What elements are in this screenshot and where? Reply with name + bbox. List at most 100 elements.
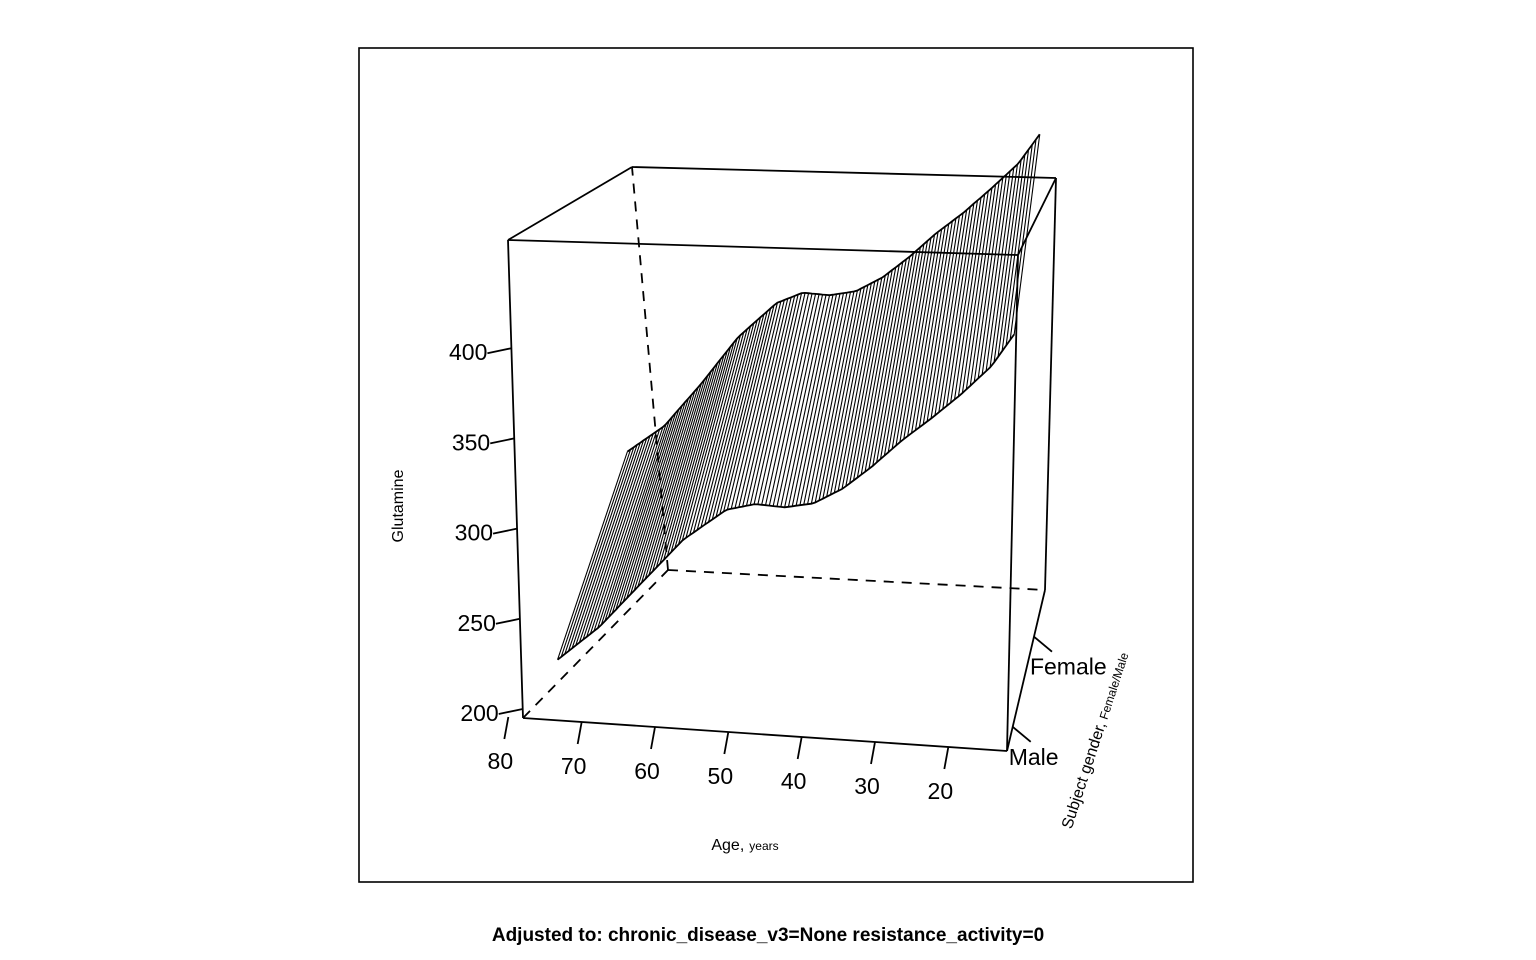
surface-hatch <box>845 275 886 487</box>
z-tick-label: 350 <box>452 429 490 455</box>
x-tick-label: 60 <box>634 758 660 784</box>
surface-hatch <box>837 279 879 492</box>
box-edge <box>631 166 1057 179</box>
surface-hatch <box>814 290 858 503</box>
surface-hatch <box>629 394 693 595</box>
surface-hatch <box>571 442 641 649</box>
surface-hatch <box>648 375 709 576</box>
surface-hatch <box>891 240 928 450</box>
z-tick <box>498 708 523 715</box>
y-tick <box>1012 726 1032 743</box>
z-axis: 200 250 300 350 400 <box>449 339 523 726</box>
surface-hatch <box>965 184 997 390</box>
plot-frame <box>358 47 1194 883</box>
x-tick-label: 20 <box>928 778 954 804</box>
surface-hatch <box>707 317 762 523</box>
surface-hatch <box>715 311 768 518</box>
surface-hatch <box>833 281 876 493</box>
surface-hatch <box>864 261 904 472</box>
surface-hatch <box>879 250 918 460</box>
surface-hatch <box>666 354 725 557</box>
series-line-male <box>557 333 1015 661</box>
surface-hatch <box>946 200 978 407</box>
x-tick-label: 70 <box>561 753 587 779</box>
surface-hatch <box>849 272 890 484</box>
surface-hatch <box>618 405 683 607</box>
surface-hatch <box>791 294 838 507</box>
z-axis-title: Glutamine <box>390 469 407 542</box>
surface-hatch <box>719 308 772 515</box>
surface-hatch <box>726 302 778 510</box>
surface-hatch <box>711 314 765 520</box>
y-axis: Male Female <box>1009 635 1107 770</box>
surface-hatch <box>749 294 799 506</box>
box-edge <box>522 717 1008 752</box>
x-tick <box>943 746 950 770</box>
surface-hatch <box>723 305 775 512</box>
surface-hatch <box>674 346 732 549</box>
surface-hatch <box>784 295 831 508</box>
surface-hatch <box>829 283 872 495</box>
surface-hatch <box>586 433 654 638</box>
surface-hatch <box>745 295 796 506</box>
surface-hatch <box>730 301 782 509</box>
surface-hatch <box>953 194 986 400</box>
z-tick <box>487 347 512 355</box>
surface-hatch <box>753 293 803 505</box>
surface-hatch <box>578 438 648 643</box>
surface-hatch <box>689 332 745 536</box>
y-tick-label: Female <box>1030 654 1107 680</box>
surface-hatch <box>637 387 699 587</box>
surface-hatch <box>764 293 813 506</box>
x-tick <box>796 736 803 760</box>
surface-hatch <box>822 286 865 499</box>
surface-hatch <box>934 209 968 416</box>
surface-hatch <box>926 215 961 422</box>
surface-hatch <box>557 451 628 660</box>
surface-hatch <box>930 212 964 419</box>
surface-hatch <box>907 229 943 437</box>
surface-hatch <box>611 412 677 614</box>
y-tick-label: Male <box>1009 744 1059 770</box>
surface-hatch <box>761 293 810 505</box>
surface-hatch <box>663 358 722 561</box>
surface-hatch <box>626 398 689 599</box>
box-visible-edges <box>507 166 1057 752</box>
surface-hatch <box>1013 134 1041 335</box>
surface-hatch <box>818 288 862 501</box>
surface-hatch <box>977 174 1008 379</box>
surface-hatch <box>560 449 632 658</box>
surface-hatch <box>1001 149 1030 352</box>
surface-hatch <box>961 187 993 394</box>
surface-hatch <box>868 259 907 469</box>
surface-hatch <box>883 247 921 456</box>
z-tick-label: 400 <box>449 339 487 365</box>
surface-hatch <box>608 416 673 618</box>
surface-hatch <box>876 253 914 463</box>
surface-hatch <box>696 326 751 531</box>
x-tick <box>576 721 583 745</box>
surface-hatch <box>738 298 789 508</box>
surface-hatch <box>795 293 841 506</box>
surface-hatch <box>910 226 946 434</box>
x-tick <box>503 716 510 740</box>
surface-hatch <box>633 390 696 591</box>
surface-hatch <box>914 223 950 431</box>
surface-hatch <box>564 446 635 655</box>
surface-hatch <box>681 338 738 541</box>
x-tick-label: 50 <box>708 763 734 789</box>
surface-hatch <box>677 342 735 545</box>
x-tick-label: 40 <box>781 768 807 794</box>
x-axis-title: Age, years <box>711 837 778 854</box>
surface-hatch <box>799 292 845 506</box>
surface-hatch <box>772 294 820 507</box>
box-edge-hidden <box>631 166 669 571</box>
series-line-female <box>626 133 1041 453</box>
z-tick-label: 300 <box>455 520 493 546</box>
z-tick-label: 250 <box>458 610 496 636</box>
surface-hatch <box>1009 139 1037 341</box>
surface-hatch <box>604 420 670 622</box>
surface-hatch <box>652 371 712 572</box>
surface-hatch <box>640 383 702 584</box>
